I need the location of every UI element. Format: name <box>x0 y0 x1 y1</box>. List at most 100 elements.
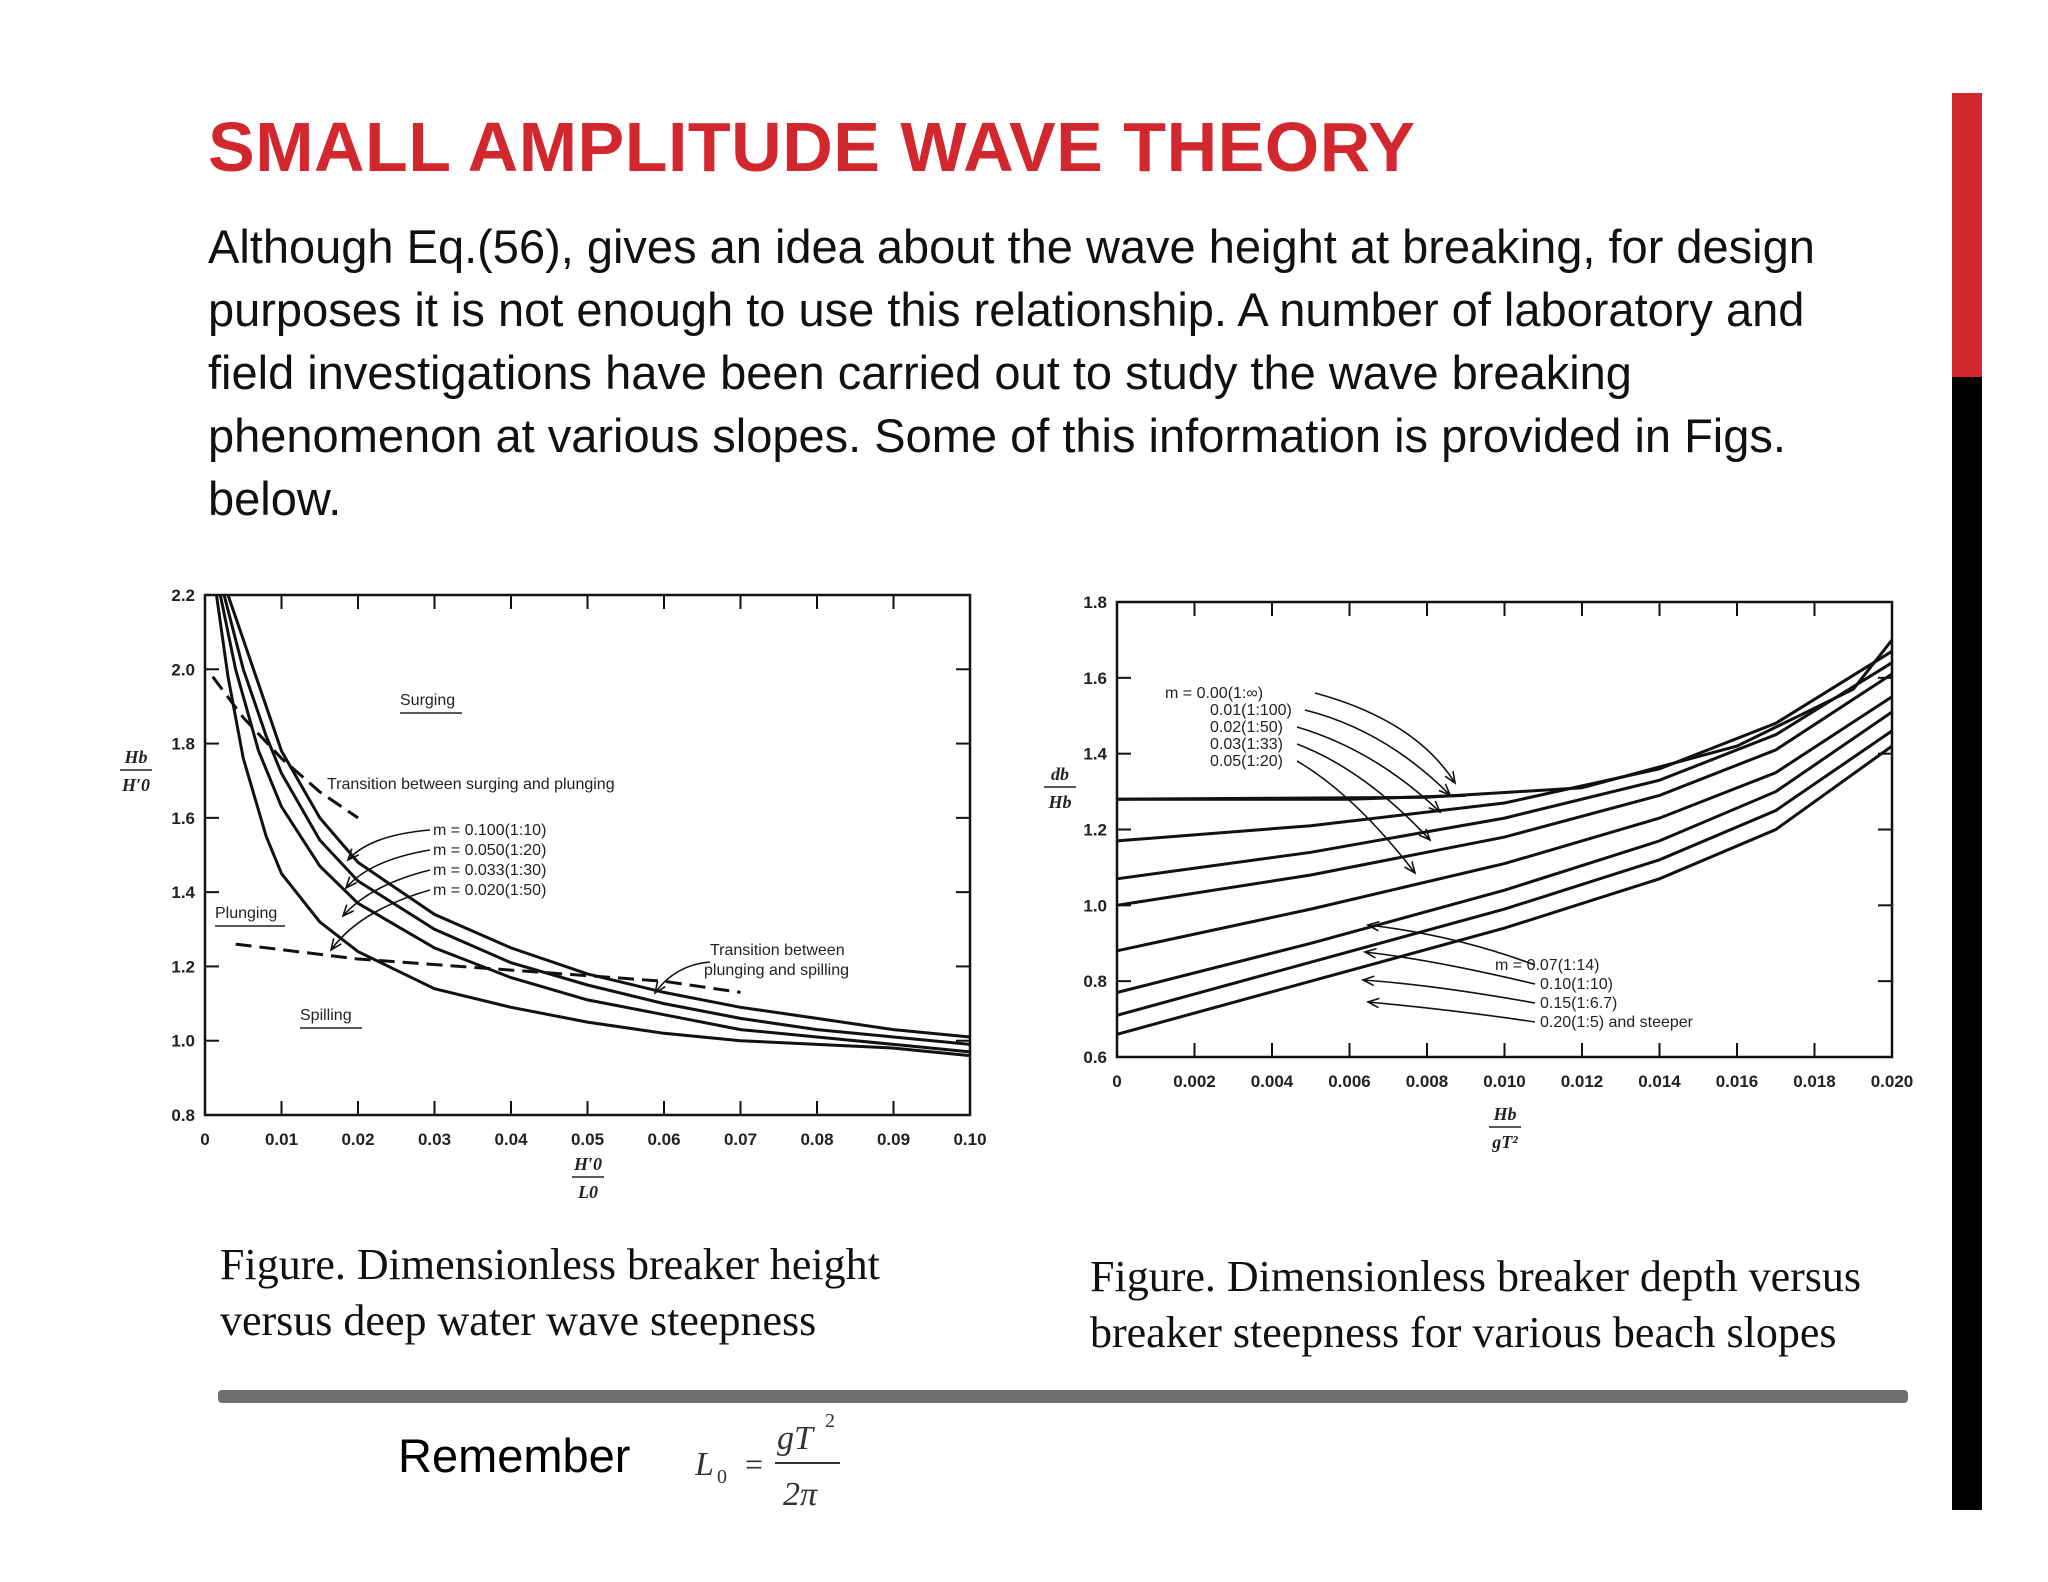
dashed-plunging-spilling <box>235 942 741 994</box>
leader-arrow <box>654 961 711 994</box>
leader-arrow <box>1314 692 1456 784</box>
x-tick-label: 0.01 <box>265 1130 298 1149</box>
formula-lhs-sub: 0 <box>717 1466 727 1488</box>
series-line-4 <box>1116 672 1893 907</box>
series-line-0 <box>226 595 970 1039</box>
series-label-1: m = 0.050(1:20) <box>433 842 546 859</box>
y-tick-label: 1.0 <box>171 1032 195 1051</box>
x-tick-label: 0 <box>200 1130 209 1149</box>
arrow-head <box>1362 947 1377 959</box>
arrow-head <box>346 848 360 862</box>
formula-equals: = <box>745 1446 763 1482</box>
y-tick-label: 1.8 <box>171 735 195 754</box>
x-tick-label: 0.016 <box>1716 1072 1759 1091</box>
region-label-spilling: Spilling <box>300 1007 352 1024</box>
series-line-2 <box>218 595 970 1054</box>
plot-frame <box>203 593 972 1117</box>
region-label-plunging: Plunging <box>215 905 277 922</box>
x-tick-label: 0.012 <box>1561 1072 1604 1091</box>
x-tick-label: 0.09 <box>877 1130 910 1149</box>
y-tick-label: 1.4 <box>171 883 195 902</box>
section-divider <box>218 1390 1908 1403</box>
leader-arrow <box>345 849 431 889</box>
series-label-0: m = 0.100(1:10) <box>433 822 546 839</box>
y-tick-label: 1.0 <box>1083 896 1107 915</box>
y-axis-label-num: db <box>1051 764 1069 784</box>
y-tick-label: 1.4 <box>1083 745 1107 764</box>
y-tick-label: 1.6 <box>1083 669 1107 688</box>
leader-arrow <box>330 889 431 951</box>
arrow-head <box>1365 920 1380 932</box>
leader-arrow <box>1367 924 1536 966</box>
caption-breaker-depth: Figure. Dimensionless breaker depth vers… <box>1090 1252 1862 1357</box>
series-line-8 <box>1116 744 1893 1036</box>
arrow-head <box>344 876 358 890</box>
leader-arrow <box>347 829 431 861</box>
transition-label-surging: Transition between surging and plunging <box>327 776 615 793</box>
y-tick-label: 2.0 <box>171 660 195 679</box>
x-tick-label: 0.010 <box>1483 1072 1526 1091</box>
x-axis-label-num: Hb <box>1492 1104 1516 1124</box>
series-label-3: m = 0.020(1:50) <box>433 882 546 899</box>
leader-arrow <box>1364 951 1536 985</box>
leader-arrow <box>1296 760 1416 874</box>
formula-denominator: 2π <box>783 1476 818 1513</box>
formula-lhs: L <box>695 1446 714 1483</box>
series-line-2 <box>1116 650 1893 843</box>
y-axis-label-den: H′0 <box>121 775 150 795</box>
arrow-head <box>1360 975 1375 987</box>
x-tick-label: 0.008 <box>1406 1072 1449 1091</box>
arrow-head <box>1418 828 1432 842</box>
breaker-depth-chart: 0 0.002 0.004 0.006 0.008 0.010 0.012 0.014 0.01… <box>1044 593 1914 1152</box>
slide-title: SMALL AMPLITUDE WAVE THEORY <box>208 108 1416 186</box>
series-label-3: 0.03(1:33) <box>1210 736 1283 753</box>
series-label-2: 0.02(1:50) <box>1210 719 1283 736</box>
x-tick-label: 0.006 <box>1328 1072 1371 1091</box>
leader-arrow <box>342 869 431 917</box>
x-tick-label: 0.018 <box>1793 1072 1836 1091</box>
x-tick-label: 0.08 <box>800 1130 833 1149</box>
x-tick-label: 0.004 <box>1251 1072 1294 1091</box>
x-tick-label: 0 <box>1112 1072 1121 1091</box>
transition-label-1: Transition between <box>710 942 845 959</box>
x-tick-label: 0.06 <box>647 1130 680 1149</box>
formula-numerator: gT <box>777 1420 815 1457</box>
series-line-1 <box>222 595 970 1046</box>
y-tick-label: 0.8 <box>1083 972 1107 991</box>
x-axis-label-num: H′0 <box>573 1154 602 1174</box>
slide-paragraph: Although Eq.(56), gives an idea about th… <box>208 220 1815 525</box>
y-tick-label: 1.6 <box>171 809 195 828</box>
y-axis-label-den: Hb <box>1047 792 1071 812</box>
leader-arrow <box>1367 1001 1536 1023</box>
arrow-head <box>653 981 666 995</box>
series-label-8: 0.20(1:5) and steeper <box>1540 1014 1694 1031</box>
arrow-head <box>1365 997 1380 1009</box>
arrow-head <box>1428 800 1442 814</box>
leader-arrow <box>1296 726 1441 813</box>
x-axis-label-den: gT² <box>1491 1132 1518 1152</box>
dashed-surging-plunging <box>211 675 359 820</box>
x-tick-label: 0.10 <box>953 1130 986 1149</box>
series-label-7: 0.15(1:6.7) <box>1540 995 1617 1012</box>
series-label-4: 0.05(1:20) <box>1210 753 1283 770</box>
x-tick-label: 0.05 <box>571 1130 604 1149</box>
arrow-head <box>341 904 355 918</box>
series-label-0: m = 0.00(1:∞) <box>1165 685 1263 702</box>
arrow-head <box>1438 783 1452 797</box>
x-tick-label: 0.002 <box>1173 1072 1216 1091</box>
series-label-2: m = 0.033(1:30) <box>433 862 546 879</box>
deepwater-wavelength-formula: L 0 = gT 2 2π <box>695 1410 840 1513</box>
x-tick-label: 0.02 <box>341 1130 374 1149</box>
leader-arrow <box>1296 743 1431 841</box>
series-label-1: 0.01(1:100) <box>1210 702 1292 719</box>
x-tick-label: 0.014 <box>1638 1072 1681 1091</box>
series-label-6: 0.10(1:10) <box>1540 976 1613 993</box>
y-tick-label: 0.6 <box>1083 1048 1107 1067</box>
x-tick-label: 0.020 <box>1871 1072 1914 1091</box>
series-label-5: m = 0.07(1:14) <box>1495 957 1600 974</box>
y-tick-label: 1.2 <box>171 957 195 976</box>
y-tick-label: 1.8 <box>1083 593 1107 612</box>
x-tick-label: 0.04 <box>494 1130 528 1149</box>
y-tick-label: 0.8 <box>171 1106 195 1125</box>
side-accent-bar <box>1952 93 1982 377</box>
